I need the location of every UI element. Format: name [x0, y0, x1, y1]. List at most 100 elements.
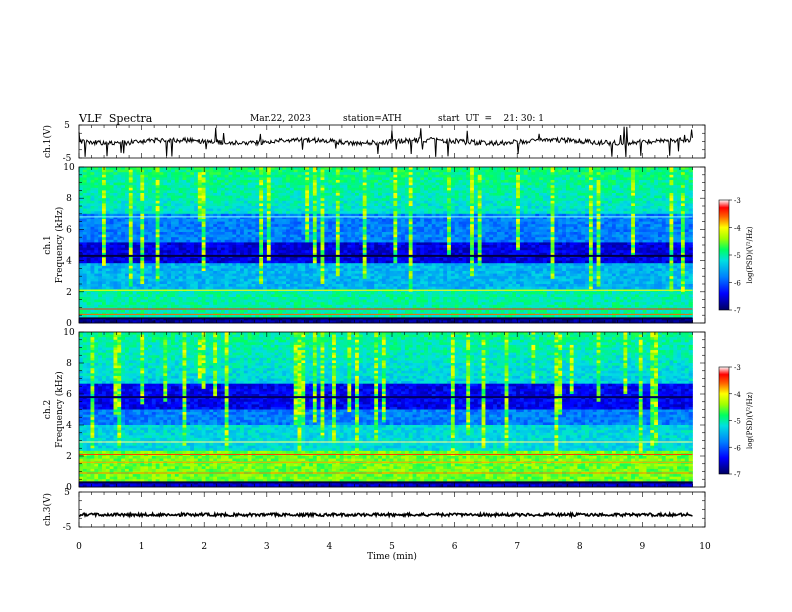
spectrogram-cell [339, 271, 344, 274]
spectrogram-cell [209, 294, 214, 298]
spectrogram-cell [171, 252, 176, 256]
spectrogram-cell [301, 284, 306, 287]
spectrogram-cell [374, 216, 379, 220]
spectrogram-cell [374, 247, 379, 251]
spectrogram-cell [297, 286, 302, 290]
spectrogram-cell [243, 304, 249, 308]
spectrogram-cell [389, 224, 394, 228]
spectrogram-cell [224, 247, 229, 251]
spectrogram-cell [140, 216, 145, 220]
spectrogram-cell [358, 273, 364, 277]
spectrogram-cell [378, 263, 383, 267]
spectrogram-cell [339, 297, 344, 300]
spectrogram-cell [389, 234, 394, 238]
spectrogram-cell [274, 250, 279, 254]
spectrogram-cell [266, 247, 272, 251]
spectrogram-cell [82, 208, 88, 212]
spectrogram-cell [378, 237, 383, 241]
spectrogram-cell [113, 258, 118, 261]
spectrogram-cell [151, 302, 157, 306]
spectrogram-cell [220, 185, 226, 189]
spectrogram-cell [113, 167, 118, 170]
spectrogram-cell [355, 232, 360, 235]
spectrogram-cell [171, 224, 176, 228]
spectrogram-cell [140, 271, 145, 274]
spectrogram-cell [144, 224, 149, 228]
spectrogram-cell [105, 242, 111, 246]
spectrogram-cell [213, 247, 218, 251]
spectrogram-cell [182, 200, 187, 204]
spectrogram-cell [335, 281, 341, 285]
spectrogram-cell [174, 213, 180, 217]
spectrogram-cell [358, 310, 364, 313]
spectrogram-cell [171, 291, 176, 295]
spectrogram-cell [117, 234, 122, 238]
spectrogram-cell [393, 286, 398, 290]
spectrogram-cell [282, 304, 287, 308]
spectrogram-cell [305, 229, 310, 233]
spectrogram-cell [393, 278, 398, 282]
spectrogram-cell [98, 268, 103, 272]
spectrogram-cell [343, 265, 348, 269]
spectrogram-cell [259, 247, 264, 251]
spectrogram-cell [362, 167, 367, 170]
spectrogram-cell [132, 174, 137, 178]
spectrogram-cell [79, 198, 84, 202]
spectrogram-cell [171, 219, 176, 222]
spectrogram-cell [343, 271, 348, 274]
spectrogram-cell [209, 213, 214, 217]
spectrogram-cell [251, 226, 256, 230]
spectrogram-cell [132, 226, 137, 230]
spectrogram-cell [182, 174, 187, 178]
spectrogram-cell [378, 281, 383, 285]
spectrogram-cell [358, 185, 364, 189]
spectrogram-cell [270, 310, 275, 313]
spectrogram-cell [102, 237, 107, 241]
spectrogram-cell [205, 221, 210, 225]
spectrogram-cell [205, 167, 210, 170]
spectrogram-cell [301, 265, 306, 269]
spectrogram-cell [197, 213, 203, 217]
spectrogram-cell [335, 265, 341, 269]
spectrogram-cell [217, 174, 222, 178]
spectrogram-cell [121, 299, 126, 303]
spectrogram-cell [362, 203, 367, 207]
spectrogram-cell [374, 177, 379, 181]
spectrogram-cell [316, 216, 321, 220]
spectrogram-cell [163, 265, 168, 269]
spectrogram-cell [374, 219, 379, 222]
spectrogram-cell [128, 302, 134, 306]
spectrogram-cell [374, 320, 379, 324]
spectrogram-cell [174, 297, 180, 300]
spectrogram-cell [339, 221, 344, 225]
spectrogram-cell [132, 232, 137, 235]
spectrogram-cell [328, 299, 333, 303]
spectrogram-cell [217, 265, 222, 269]
spectrogram-cell [121, 294, 126, 298]
spectrogram-cell [182, 252, 187, 256]
spectrogram-cell [266, 187, 272, 191]
spectrogram-cell [362, 174, 367, 178]
spectrogram-cell [217, 281, 222, 285]
spectrogram-cell [128, 195, 134, 199]
spectrogram-cell [205, 203, 210, 207]
spectrogram-cell [236, 281, 241, 285]
spectrogram-cell [171, 247, 176, 251]
spectrogram-cell [351, 224, 356, 228]
spectrogram-cell [163, 203, 168, 207]
spectrogram-cell [182, 247, 187, 251]
spectrogram-cell [213, 172, 218, 176]
spectrogram-cell [117, 169, 122, 173]
spectrogram-cell [217, 221, 222, 225]
spectrogram-cell [174, 169, 180, 173]
spectrogram-cell [374, 271, 379, 274]
spectrogram-cell [263, 294, 268, 298]
spectrogram-cell [362, 226, 367, 230]
spectrogram-cell [355, 278, 360, 282]
spectrogram-cell [148, 229, 153, 233]
spectrogram-cell [90, 320, 95, 324]
spectrogram-cell [228, 219, 233, 222]
spectrogram-cell [79, 291, 84, 295]
spectrogram-cell [236, 302, 241, 306]
spectrogram-cell [190, 219, 195, 222]
